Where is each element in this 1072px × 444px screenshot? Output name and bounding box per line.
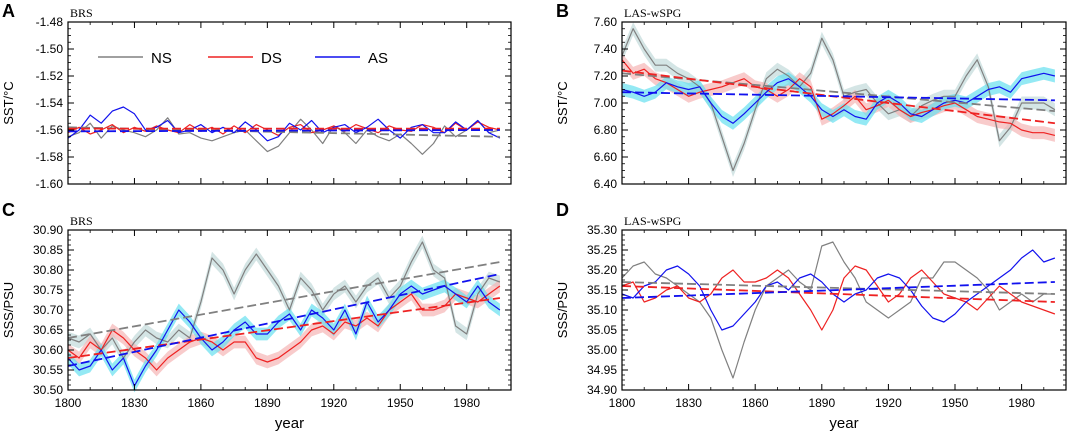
trend-line-as [67, 129, 500, 133]
y-tick-label: 35.25 [587, 243, 617, 257]
y-tick-label: -1.56 [36, 123, 64, 137]
y-tick-label: 35.20 [587, 263, 617, 277]
y-tick-label: 6.80 [594, 123, 618, 137]
y-tick-label: 7.20 [594, 69, 618, 83]
y-tick-label: 6.40 [594, 177, 618, 191]
panel-letter: A [2, 1, 15, 21]
y-tick-label: 35.30 [587, 223, 617, 237]
y-tick-label: 30.50 [33, 383, 63, 397]
trend-line-ds [621, 69, 1056, 125]
y-tick-label: 34.90 [587, 383, 617, 397]
panel-letter: D [556, 200, 569, 220]
y-tick-label: 30.70 [33, 303, 63, 317]
legend-label-ds: DS [261, 50, 282, 67]
series-line-ns [67, 241, 501, 359]
y-tick-label: 35.05 [587, 323, 617, 337]
trend-line-as [621, 91, 1055, 102]
y-tick-label: 6.60 [594, 150, 618, 164]
legend: NS DS AS [98, 50, 388, 67]
y-tick-label: 30.85 [33, 243, 63, 257]
panel-letter: C [2, 200, 15, 220]
x-tick-label: 1950 [387, 396, 414, 410]
y-tick-label: -1.52 [36, 69, 64, 83]
y-tick-label: 35.00 [587, 343, 617, 357]
y-tick-label: -1.60 [36, 177, 64, 191]
trend-line-ds [621, 285, 1055, 303]
y-tick-label: 34.95 [587, 363, 617, 377]
series-line-ds [67, 285, 501, 371]
series-line-ns [621, 28, 1056, 172]
legend-label-as: AS [368, 50, 388, 67]
y-tick-label: 30.60 [33, 343, 63, 357]
panel-c: C BRS 30.90 30.85 30.80 30.75 30.70 30.65 30.60 3… [1, 200, 512, 432]
x-tick-label: 1920 [320, 396, 347, 410]
x-tick-label: 1980 [453, 396, 480, 410]
x-tick-label: 1950 [942, 396, 969, 410]
trend-line-as [621, 281, 1055, 299]
panel-a: A BRS -1.48 -1.50 -1.52 -1.54 -1.56 -1.58 -1.60 S… [1, 1, 512, 191]
x-tick-label: 1860 [742, 396, 769, 410]
y-tick-label: 30.80 [33, 263, 63, 277]
y-tick-label: 30.55 [33, 363, 63, 377]
x-axis-label: year [275, 415, 304, 432]
panel-subtitle: BRS [70, 6, 93, 20]
y-tick-label: 7.40 [594, 42, 618, 56]
trend-line-ds [67, 297, 501, 359]
x-tick-label: 1980 [1008, 396, 1035, 410]
panel-letter: B [556, 1, 569, 21]
x-tick-label: 1860 [188, 396, 215, 410]
y-axis-label: SSS/PSU [555, 282, 570, 338]
y-axis-label: SSS/PSU [1, 282, 16, 338]
y-tick-label: 30.65 [33, 323, 63, 337]
series-line-ns [67, 117, 501, 155]
x-axis-label: year [829, 415, 858, 432]
y-tick-label: -1.54 [36, 96, 64, 110]
series-line-ns [621, 241, 1055, 379]
trend-line-ns [67, 261, 501, 339]
x-tick-label: 1830 [121, 396, 148, 410]
panel-subtitle: LAS-wSPG [624, 214, 682, 228]
y-axis-label: SST/°C [1, 81, 16, 124]
x-tick-label: 1800 [55, 396, 82, 410]
y-tick-label: 30.75 [33, 283, 63, 297]
panel-d: D LAS-wSPG 35.30 35.25 35.20 35.15 35.10 35.05 3… [555, 200, 1067, 432]
plot-frame [67, 21, 512, 185]
panel-subtitle: LAS-wSPG [624, 6, 682, 20]
series-line-as [67, 285, 501, 387]
x-tick-label: 1920 [875, 396, 902, 410]
y-axis-label: SST/°C [555, 81, 570, 124]
y-tick-label: 30.90 [33, 223, 63, 237]
y-tick-label: -1.58 [36, 150, 64, 164]
series-line-as [621, 249, 1056, 331]
y-tick-label: 7.60 [594, 15, 618, 29]
panel-b: B LAS-wSPG 7.60 7.40 7.20 7.00 6.80 6.60 6.40 SST… [555, 1, 1067, 191]
trend-line-ns [621, 281, 1055, 295]
y-tick-label: -1.50 [36, 42, 64, 56]
y-tick-label: 7.00 [594, 96, 618, 110]
series-line-as [621, 72, 1056, 124]
y-tick-label: 35.15 [587, 283, 617, 297]
legend-label-ns: NS [151, 50, 172, 67]
panel-subtitle: BRS [70, 214, 93, 228]
y-tick-label: -1.48 [36, 15, 64, 29]
trend-line-as [67, 273, 501, 367]
x-tick-label: 1890 [254, 396, 281, 410]
x-tick-label: 1890 [808, 396, 835, 410]
x-tick-label: 1800 [609, 396, 636, 410]
x-tick-label: 1830 [675, 396, 702, 410]
y-tick-label: 35.10 [587, 303, 617, 317]
